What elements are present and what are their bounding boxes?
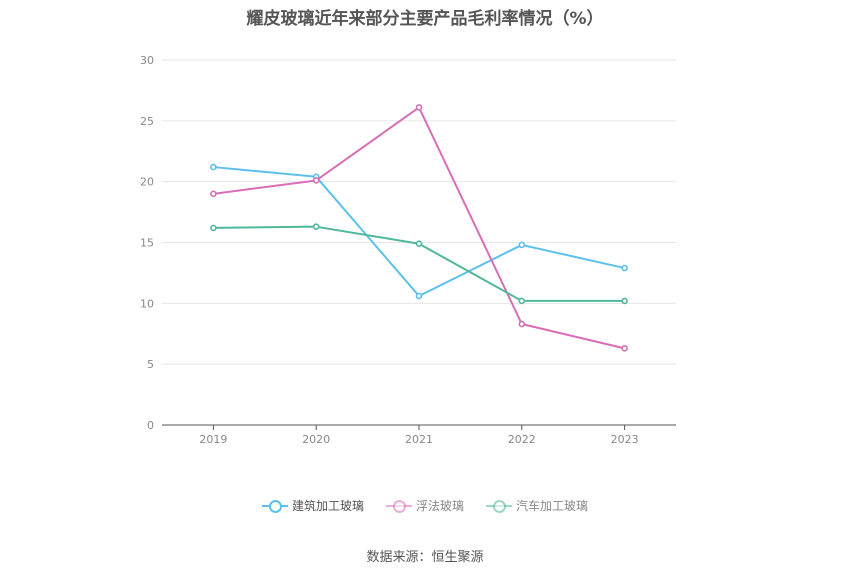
data-point[interactable] [210,224,217,232]
legend-item-2[interactable]: 浮法玻璃 [385,497,464,514]
series-line-3 [213,225,625,302]
legend-item-1[interactable]: 建筑加工玻璃 [261,497,364,514]
legend-label: 建筑加工玻璃 [291,499,364,513]
legend-swatch-icon [385,499,412,513]
legend-label: 浮法玻璃 [415,499,464,513]
data-point[interactable] [312,177,320,184]
y-tick-label: 20 [140,176,154,189]
legend-label: 汽车加工玻璃 [516,499,589,513]
series-lines [210,104,628,352]
data-point[interactable] [415,104,423,111]
y-tick-label: 10 [140,297,154,310]
data-point[interactable] [518,320,526,328]
y-tick-label: 30 [140,54,154,67]
source-note: 数据来源：恒生聚源 [366,550,484,565]
legend-swatch-icon [486,499,512,513]
data-point[interactable] [518,297,526,305]
y-tick-label: 25 [140,115,154,128]
x-tick-label: 2019 [199,433,227,446]
legend-swatch-icon [261,499,288,513]
data-point[interactable] [210,190,217,198]
data-point[interactable] [415,292,423,300]
data-point[interactable] [518,241,526,249]
chart-title: 耀皮玻璃近年来部分主要产品毛利率情况（%） [246,9,604,29]
data-point[interactable] [621,297,628,305]
legend: 建筑加工玻璃 浮法玻璃 汽车加工玻璃 [0,497,850,514]
data-point[interactable] [210,163,217,171]
y-tick-label: 15 [140,237,154,250]
data-point[interactable] [415,240,423,248]
x-tick-label: 2023 [611,433,639,446]
y-tick-label: 0 [147,419,154,432]
legend-item-3[interactable]: 汽车加工玻璃 [486,497,588,514]
y-tick-label: 5 [147,358,154,371]
data-point[interactable] [621,264,628,272]
data-point[interactable] [312,223,320,230]
x-tick-label: 2022 [508,433,536,446]
axes: 0 5 10 15 20 25 30 2019 2020 2021 2022 2023 [140,54,676,446]
x-tick-label: 2021 [405,433,433,446]
x-tick-label: 2020 [302,433,330,446]
data-point[interactable] [621,345,628,352]
